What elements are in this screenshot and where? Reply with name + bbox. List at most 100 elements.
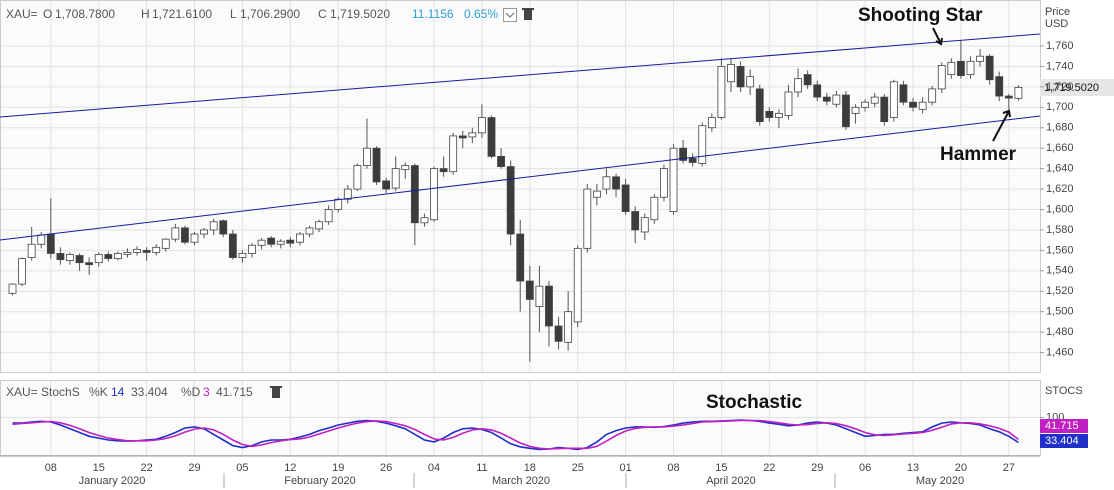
candle-body [554,325,563,342]
candle-body [765,110,774,118]
x-tick-label: 20 [955,462,967,474]
candle-body [420,217,429,224]
y-tick-label: 1,600 [1046,203,1074,215]
candle-body [592,190,601,198]
x-tick-label: 19 [332,462,344,474]
candle-body [525,280,534,300]
axis-title: Price [1045,6,1070,18]
delete-icon[interactable] [270,386,282,398]
candle-body [736,66,745,88]
candle-body [842,94,850,128]
candle-body [113,253,122,259]
candle-body [679,147,687,161]
candle-body [286,239,295,244]
y-tick-label: 1,620 [1046,183,1074,195]
candle-body [27,243,36,258]
candle-body [324,209,333,223]
candle-body [784,91,793,116]
candle-body [276,240,285,245]
y-tick-label: 1,660 [1046,142,1074,154]
k-period: 14 [111,385,125,399]
candle-body [957,60,965,77]
open-label: O [43,7,52,21]
candle-body [382,180,391,190]
candle-body [315,221,323,230]
candle-body [497,155,505,167]
candle-body [717,66,726,118]
candle-body [209,221,218,231]
candle-body [363,147,371,166]
candle-body [976,55,984,62]
candle-body [851,106,860,114]
candle-body [267,237,276,245]
candle-body [37,234,46,245]
x-tick-label: 12 [284,462,296,474]
candle-body [85,262,94,266]
grid [1,1,1040,455]
low: 1,706.2900 [240,7,300,21]
candle-body [190,233,199,243]
low-label: L [230,7,237,21]
candle-body [1004,95,1013,99]
candle-body [727,63,735,83]
candle-body [372,147,381,183]
candle-body [755,88,764,123]
dropdown-icon [505,12,515,18]
month-label: January 2020 [79,475,146,487]
candle-body [688,158,697,163]
dropdown[interactable] [503,8,517,22]
x-tick-label: 08 [667,462,679,474]
candle-body [152,246,161,253]
candle-body [401,165,410,171]
candle-body [171,227,180,240]
candle-body [880,96,889,123]
candle-body [458,135,467,139]
candle-body [219,220,228,235]
delete-icon[interactable] [522,8,534,20]
y-tick-label: 1,700 [1046,101,1074,113]
candle-body [621,184,630,212]
candle-body [928,88,937,103]
x-tick-label: 22 [140,462,152,474]
candle-body [449,135,458,173]
candle-body [602,176,611,190]
candle-body [516,233,525,282]
candle-body [200,229,209,235]
month-label: February 2020 [284,475,356,487]
y-tick-label: 1,720 [1046,81,1074,93]
candle-body [698,125,707,164]
candle-body [133,248,141,253]
candle-body [104,254,113,259]
last-value-box [1040,419,1088,433]
candle-body [640,217,649,233]
candle-body [410,165,419,224]
y-tick-label: 1,580 [1046,224,1074,236]
candle-body [295,233,304,243]
candle-body [813,84,822,98]
candle-body [123,252,132,255]
candle-body [909,101,917,108]
d-name: %D [181,385,201,399]
candle-body [612,176,620,190]
candle-body [18,258,26,285]
candle-body [439,168,448,173]
candle-body [257,239,266,246]
candle-body [631,211,640,231]
close-label: C [318,7,327,21]
last-value-label: 33.404 [1045,435,1079,447]
y-tick-label: 1,560 [1046,244,1074,256]
candle-body [660,168,668,198]
x-tick-label: 29 [811,462,823,474]
candle-body [353,165,362,190]
candle-body [535,285,544,307]
candle-body [583,188,592,249]
last-value-box [1040,434,1088,448]
open: 1,708.7800 [55,7,115,21]
candle-body [545,285,553,327]
candle-body [573,247,582,323]
candle-body [803,74,812,86]
symbol: XAU= [6,7,38,21]
annotation: Stochastic [706,392,803,413]
candle-body [918,101,927,110]
